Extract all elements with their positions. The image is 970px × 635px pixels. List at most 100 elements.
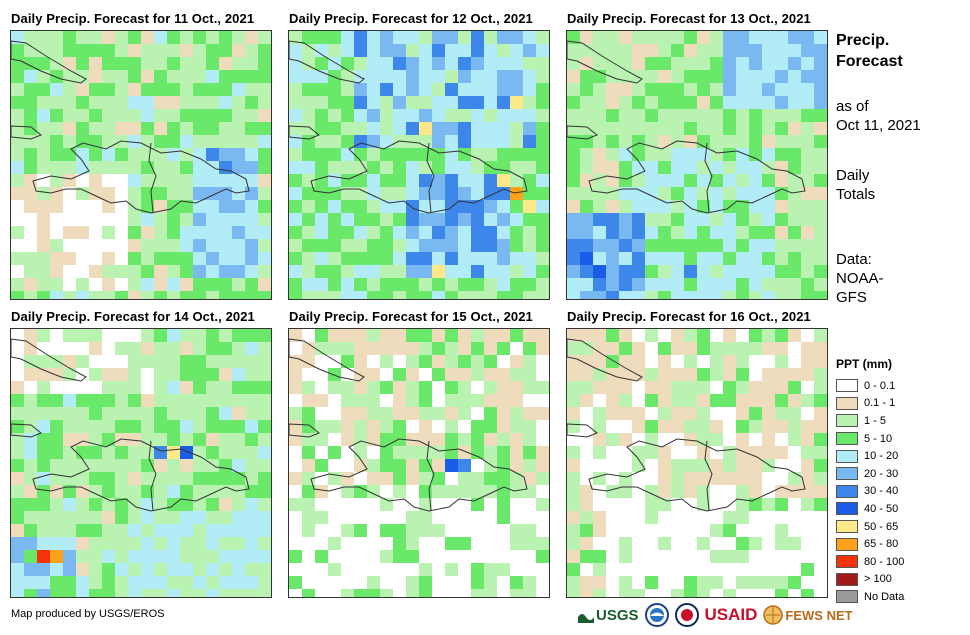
- precip-cell: [63, 31, 76, 44]
- precip-cell: [258, 563, 271, 576]
- precip-cell: [193, 161, 206, 174]
- precip-cell: [606, 446, 619, 459]
- precip-cell: [762, 239, 775, 252]
- precip-cell: [775, 433, 788, 446]
- precip-cell: [193, 394, 206, 407]
- precip-cell: [50, 226, 63, 239]
- precip-cell: [406, 511, 419, 524]
- precip-cell: [11, 589, 24, 597]
- precip-cell: [606, 550, 619, 563]
- precip-cell: [63, 239, 76, 252]
- precip-cell: [671, 407, 684, 420]
- precip-cell: [167, 278, 180, 291]
- precip-cell: [445, 485, 458, 498]
- precip-cell: [788, 109, 801, 122]
- precip-cell: [645, 174, 658, 187]
- precip-cell: [697, 381, 710, 394]
- precip-cell: [632, 226, 645, 239]
- precip-cell: [289, 213, 302, 226]
- precip-cell: [606, 381, 619, 394]
- precip-cell: [289, 381, 302, 394]
- precip-cell: [11, 563, 24, 576]
- precip-cell: [63, 57, 76, 70]
- precip-cell: [723, 394, 736, 407]
- precip-cell: [37, 524, 50, 537]
- precip-cell: [762, 200, 775, 213]
- precip-cell: [814, 226, 827, 239]
- precip-cell: [393, 537, 406, 550]
- precip-cell: [432, 407, 445, 420]
- precip-cell: [419, 31, 432, 44]
- precip-cell: [671, 278, 684, 291]
- precip-cell: [37, 446, 50, 459]
- precip-cell: [167, 96, 180, 109]
- precip-cell: [593, 213, 606, 226]
- precip-cell: [619, 459, 632, 472]
- precip-cell: [406, 550, 419, 563]
- precip-cell: [180, 70, 193, 83]
- precip-cell: [289, 485, 302, 498]
- precip-cell: [193, 550, 206, 563]
- precip-cell: [645, 589, 658, 597]
- precip-cell: [710, 200, 723, 213]
- precip-cell: [37, 511, 50, 524]
- precip-cell: [775, 226, 788, 239]
- precip-cell: [749, 135, 762, 148]
- precip-cell: [762, 70, 775, 83]
- precip-cell: [76, 44, 89, 57]
- precip-cell: [471, 265, 484, 278]
- precip-cell: [445, 576, 458, 589]
- precip-cell: [814, 537, 827, 550]
- precip-cell: [11, 446, 24, 459]
- precip-cell: [406, 355, 419, 368]
- precip-cell: [445, 291, 458, 299]
- precip-cell: [206, 511, 219, 524]
- precip-cell: [315, 537, 328, 550]
- precip-cell: [710, 265, 723, 278]
- precip-cell: [393, 278, 406, 291]
- precip-cell: [497, 550, 510, 563]
- precip-cell: [302, 459, 315, 472]
- precip-cell: [762, 213, 775, 226]
- precip-cell: [315, 200, 328, 213]
- precip-cell: [219, 433, 232, 446]
- precip-cell: [341, 472, 354, 485]
- precip-cell: [328, 135, 341, 148]
- precip-cell: [232, 174, 245, 187]
- precip-cell: [289, 57, 302, 70]
- legend-swatch: [836, 414, 858, 428]
- precip-cell: [193, 278, 206, 291]
- precip-cell: [102, 420, 115, 433]
- precip-cell: [762, 57, 775, 70]
- precip-cell: [180, 96, 193, 109]
- precip-cell: [445, 446, 458, 459]
- precip-cell: [801, 420, 814, 433]
- precip-cell: [11, 44, 24, 57]
- precip-cell: [497, 278, 510, 291]
- precip-cell: [232, 44, 245, 57]
- precip-cell: [76, 83, 89, 96]
- precip-cell: [723, 329, 736, 342]
- precip-cell: [801, 200, 814, 213]
- precip-cell: [484, 44, 497, 57]
- precip-cell: [671, 187, 684, 200]
- precip-cell: [567, 161, 580, 174]
- precip-cell: [141, 44, 154, 57]
- precip-cell: [567, 252, 580, 265]
- precip-cell: [788, 446, 801, 459]
- precip-cell: [232, 459, 245, 472]
- precip-cell: [245, 576, 258, 589]
- precip-cell: [76, 576, 89, 589]
- precip-cell: [632, 355, 645, 368]
- precip-cell: [445, 329, 458, 342]
- precip-cell: [302, 83, 315, 96]
- precip-cell: [232, 550, 245, 563]
- precip-cell: [115, 550, 128, 563]
- precip-cell: [762, 550, 775, 563]
- precip-cell: [484, 291, 497, 299]
- precip-cell: [393, 576, 406, 589]
- precip-cell: [315, 485, 328, 498]
- precip-cell: [37, 485, 50, 498]
- precip-cell: [432, 122, 445, 135]
- precip-cell: [632, 394, 645, 407]
